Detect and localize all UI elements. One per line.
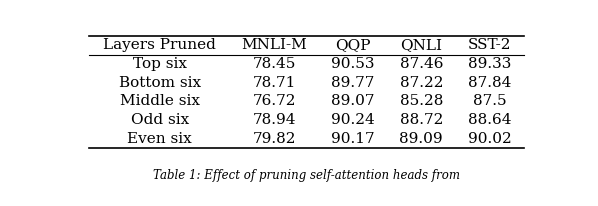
Text: SST-2: SST-2	[468, 38, 512, 52]
Text: Odd six: Odd six	[130, 113, 189, 127]
Text: 78.45: 78.45	[253, 57, 296, 71]
Text: MNLI-M: MNLI-M	[242, 38, 307, 52]
Text: QQP: QQP	[335, 38, 370, 52]
Text: Top six: Top six	[133, 57, 187, 71]
Text: 78.94: 78.94	[253, 113, 296, 127]
Text: 90.02: 90.02	[468, 132, 512, 146]
Text: 89.09: 89.09	[399, 132, 443, 146]
Text: 88.72: 88.72	[399, 113, 443, 127]
Text: 90.17: 90.17	[331, 132, 374, 146]
Text: Bottom six: Bottom six	[118, 76, 201, 90]
Text: 87.5: 87.5	[473, 94, 507, 108]
Text: Layers Pruned: Layers Pruned	[103, 38, 216, 52]
Text: 87.84: 87.84	[468, 76, 512, 90]
Text: 76.72: 76.72	[253, 94, 296, 108]
Text: 89.77: 89.77	[331, 76, 374, 90]
Text: Middle six: Middle six	[120, 94, 200, 108]
Text: Table 1: Effect of pruning self-attention heads from: Table 1: Effect of pruning self-attentio…	[153, 169, 460, 182]
Text: 88.64: 88.64	[468, 113, 512, 127]
Text: Even six: Even six	[127, 132, 192, 146]
Text: 89.07: 89.07	[331, 94, 374, 108]
Text: 87.46: 87.46	[399, 57, 443, 71]
Text: 78.71: 78.71	[253, 76, 296, 90]
Text: 79.82: 79.82	[253, 132, 296, 146]
Text: 87.22: 87.22	[399, 76, 443, 90]
Text: 85.28: 85.28	[399, 94, 443, 108]
Text: 90.24: 90.24	[331, 113, 374, 127]
Text: 90.53: 90.53	[331, 57, 374, 71]
Text: QNLI: QNLI	[400, 38, 443, 52]
Text: 89.33: 89.33	[468, 57, 512, 71]
